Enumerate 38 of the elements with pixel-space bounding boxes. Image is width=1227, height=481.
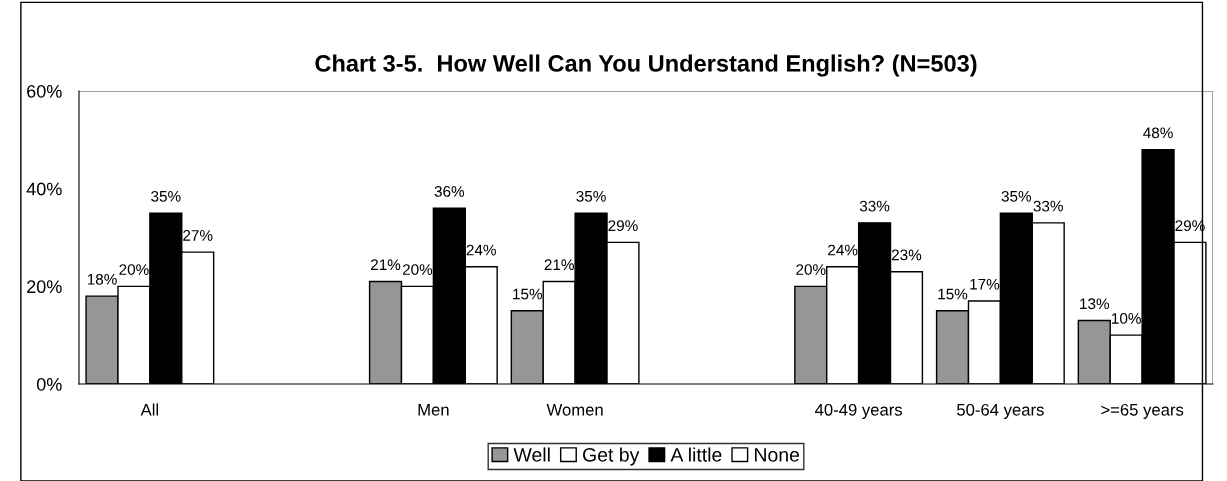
data-label: 29% xyxy=(608,220,638,232)
data-label: 24% xyxy=(828,244,858,256)
data-label: 21% xyxy=(544,259,574,271)
data-label: 24% xyxy=(466,244,496,256)
data-label: 13% xyxy=(1080,298,1110,310)
data-label: 48% xyxy=(1143,127,1173,139)
data-label: 15% xyxy=(938,288,968,300)
legend-label: None xyxy=(755,448,800,462)
data-label: 35% xyxy=(1001,190,1032,202)
x-tick-label: Women xyxy=(546,404,603,416)
data-label: 20% xyxy=(796,264,826,275)
data-label: 18% xyxy=(87,273,117,285)
data-label: 35% xyxy=(151,190,181,202)
x-tick-label: All xyxy=(140,403,159,416)
data-label: 23% xyxy=(891,249,922,261)
data-label: 35% xyxy=(576,190,606,202)
y-tick-label: 0% xyxy=(36,377,62,391)
data-label: 15% xyxy=(513,288,543,300)
data-label: 27% xyxy=(183,229,213,241)
legend-label: Well xyxy=(513,447,550,462)
legend-label: A little xyxy=(670,447,722,462)
y-tick-label: 20% xyxy=(27,280,62,294)
data-label: 20% xyxy=(402,264,433,275)
y-tick-label: 40% xyxy=(26,182,62,196)
x-tick-label: Men xyxy=(418,404,449,416)
y-tick-label: 60% xyxy=(27,84,62,98)
data-label: 17% xyxy=(970,278,1000,290)
data-label: 20% xyxy=(119,264,149,275)
data-label: 10% xyxy=(1112,313,1141,324)
x-tick-label: >=65 years xyxy=(1101,403,1184,419)
data-label: 33% xyxy=(859,200,890,212)
x-tick-label: 40-49 years xyxy=(815,403,903,419)
data-label: 36% xyxy=(434,186,465,197)
chart-title: Chart 3-5. How Well Can You Understand English? (N=503) xyxy=(315,54,977,77)
x-tick-label: 50-64 years xyxy=(957,403,1044,419)
data-label: 33% xyxy=(1033,200,1063,212)
data-label: 21% xyxy=(371,259,401,271)
legend-label: Get by xyxy=(583,447,640,466)
